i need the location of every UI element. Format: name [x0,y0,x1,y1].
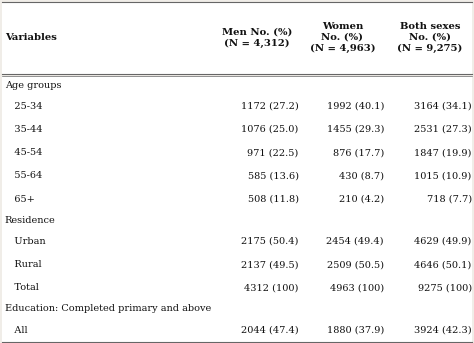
Bar [2,118,472,141]
Bar [2,318,472,342]
Bar [2,141,472,164]
Text: 1847 (19.9): 1847 (19.9) [414,148,472,157]
Text: 4646 (50.1): 4646 (50.1) [414,260,472,269]
Bar [2,276,472,299]
Text: 3924 (42.3): 3924 (42.3) [414,326,472,334]
Text: 718 (7.7): 718 (7.7) [427,194,472,204]
Text: Men No. (%)
(N = 4,312): Men No. (%) (N = 4,312) [222,27,292,48]
Text: 430 (8.7): 430 (8.7) [339,172,384,180]
Text: Rural: Rural [5,260,41,269]
Text: 2531 (27.3): 2531 (27.3) [414,125,472,134]
Text: 585 (13.6): 585 (13.6) [247,172,299,180]
Text: Age groups: Age groups [5,81,61,90]
Text: 971 (22.5): 971 (22.5) [247,148,299,157]
Text: 2044 (47.4): 2044 (47.4) [241,326,299,334]
Text: Women
No. (%)
(N = 4,963): Women No. (%) (N = 4,963) [310,22,375,53]
Text: Both sexes
No. (%)
(N = 9,275): Both sexes No. (%) (N = 9,275) [398,22,463,53]
Text: 4312 (100): 4312 (100) [244,283,299,292]
Text: 9275 (100): 9275 (100) [418,283,472,292]
Text: Education: Completed primary and above: Education: Completed primary and above [5,304,211,314]
Text: 2509 (50.5): 2509 (50.5) [327,260,384,269]
Text: 2454 (49.4): 2454 (49.4) [327,237,384,246]
Bar [2,75,472,95]
Text: 35-44: 35-44 [5,125,42,134]
Text: All: All [5,326,27,334]
Text: 1992 (40.1): 1992 (40.1) [327,102,384,111]
Text: 65+: 65+ [5,194,35,204]
Text: 3164 (34.1): 3164 (34.1) [414,102,472,111]
Text: 1880 (37.9): 1880 (37.9) [327,326,384,334]
Text: 2137 (49.5): 2137 (49.5) [241,260,299,269]
Text: Variables: Variables [5,33,56,42]
Text: 876 (17.7): 876 (17.7) [333,148,384,157]
Text: 2175 (50.4): 2175 (50.4) [241,237,299,246]
Text: 25-34: 25-34 [5,102,42,111]
Text: 1455 (29.3): 1455 (29.3) [327,125,384,134]
Bar [2,188,472,211]
Bar [2,253,472,276]
Bar [2,164,472,188]
Bar [2,230,472,253]
Text: 4963 (100): 4963 (100) [330,283,384,292]
Text: Total: Total [5,283,38,292]
Bar [2,95,472,118]
Text: 1015 (10.9): 1015 (10.9) [414,172,472,180]
Text: 4629 (49.9): 4629 (49.9) [414,237,472,246]
Text: 1172 (27.2): 1172 (27.2) [241,102,299,111]
Bar [2,2,472,73]
Text: 508 (11.8): 508 (11.8) [247,194,299,204]
Text: Residence: Residence [5,216,55,225]
Text: 210 (4.2): 210 (4.2) [339,194,384,204]
Bar [2,299,472,318]
Text: 55-64: 55-64 [5,172,42,180]
Text: 45-54: 45-54 [5,148,42,157]
Bar [2,211,472,230]
Text: Urban: Urban [5,237,46,246]
Text: 1076 (25.0): 1076 (25.0) [241,125,299,134]
